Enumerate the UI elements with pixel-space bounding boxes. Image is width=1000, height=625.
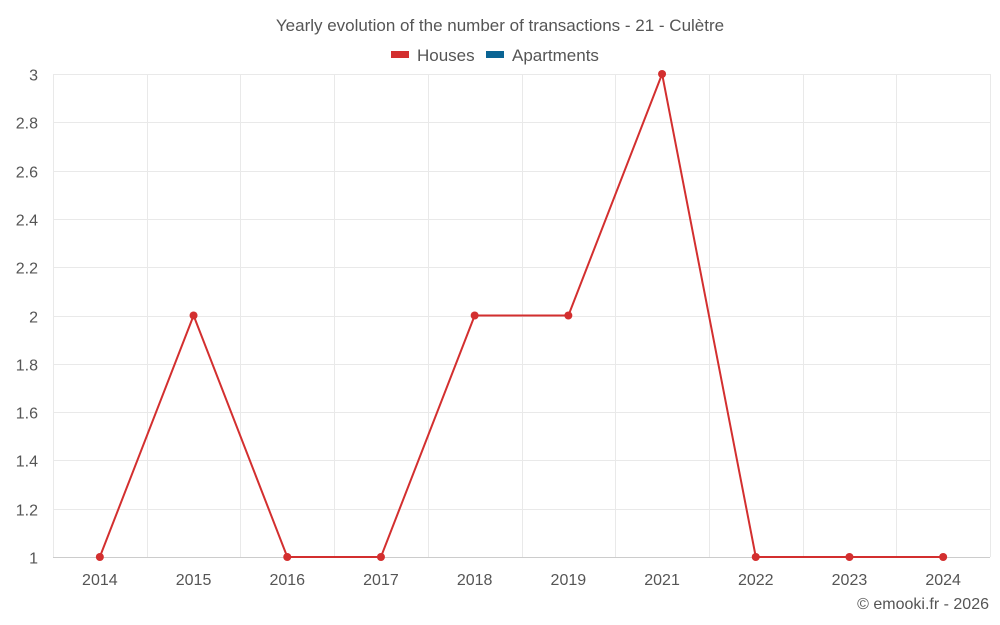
houses-point-2024[interactable] xyxy=(939,553,948,561)
y-tick-label: 2 xyxy=(29,310,38,327)
x-tick-label: 2024 xyxy=(925,572,961,589)
x-tick-label: 2014 xyxy=(82,572,118,589)
legend-swatch-apartments xyxy=(486,51,504,58)
houses-point-2019[interactable] xyxy=(564,311,573,320)
houses-point-2021[interactable] xyxy=(658,70,667,78)
houses-point-2014[interactable] xyxy=(95,553,104,561)
chart-title: Yearly evolution of the number of transa… xyxy=(276,16,724,35)
x-tick-label: 2017 xyxy=(363,572,399,589)
houses-line xyxy=(98,73,944,558)
x-tick-label: 2019 xyxy=(551,572,587,589)
y-axis-ticks: 1 1.2 1.4 1.6 1.8 2 2.2 2.4 2.6 2.8 3 xyxy=(16,68,38,568)
x-tick-label: 2018 xyxy=(457,572,493,589)
y-tick-label: 2.2 xyxy=(16,261,38,278)
houses-point-2023[interactable] xyxy=(845,553,854,561)
y-tick-label: 1.8 xyxy=(16,358,38,375)
y-tick-label: 1.6 xyxy=(16,406,38,423)
houses-point-2018[interactable] xyxy=(470,311,479,320)
x-tick-label: 2016 xyxy=(269,572,305,589)
legend-swatch-houses xyxy=(391,51,409,58)
houses-point-2016[interactable] xyxy=(283,553,292,561)
houses-point-2022[interactable] xyxy=(751,553,760,561)
y-tick-label: 3 xyxy=(29,68,38,85)
y-tick-label: 2.4 xyxy=(16,213,38,230)
legend: Houses Apartments xyxy=(391,46,599,65)
x-axis-ticks: 2014 2015 2016 2017 2018 2019 2021 2022 2023 2024 xyxy=(82,572,961,589)
series-houses xyxy=(95,70,948,561)
y-tick-label: 1.2 xyxy=(16,503,38,520)
x-tick-label: 2023 xyxy=(832,572,868,589)
legend-label-houses[interactable]: Houses xyxy=(417,46,475,65)
y-tick-label: 2.6 xyxy=(16,165,38,182)
legend-label-apartments[interactable]: Apartments xyxy=(512,46,599,65)
credit-text: © emooki.fr - 2026 xyxy=(857,596,989,613)
houses-point-2015[interactable] xyxy=(189,311,198,320)
houses-point-2017[interactable] xyxy=(376,553,385,561)
x-tick-label: 2021 xyxy=(644,572,680,589)
x-tick-label: 2022 xyxy=(738,572,774,589)
x-tick-label: 2015 xyxy=(176,572,212,589)
y-tick-label: 2.8 xyxy=(16,116,38,133)
y-tick-label: 1 xyxy=(29,551,38,568)
y-tick-label: 1.4 xyxy=(16,454,38,471)
